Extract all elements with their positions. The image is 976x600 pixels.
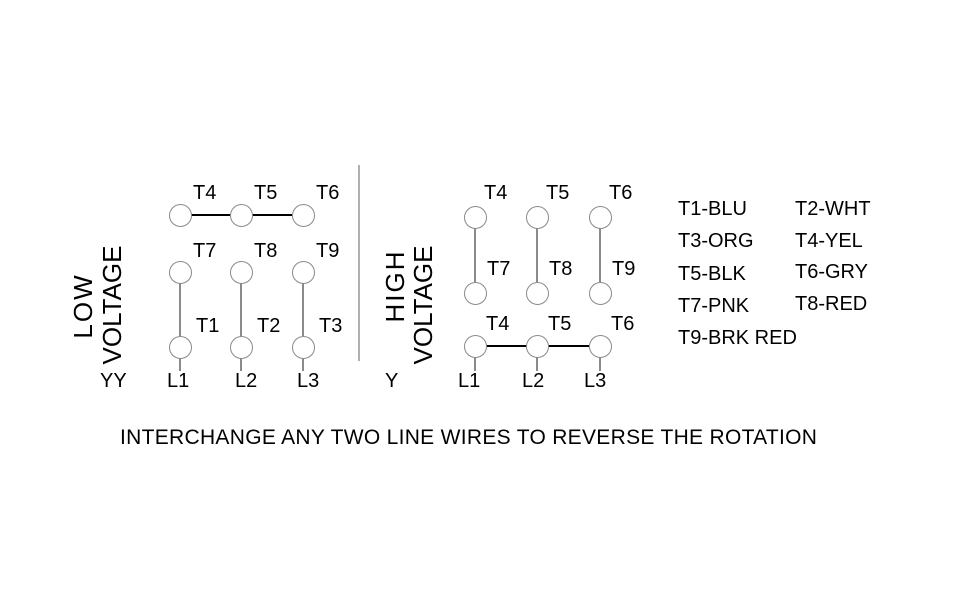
- high-t8-terminal-circle: [525, 281, 549, 305]
- legend-entry-t3: T3-ORG: [678, 230, 754, 252]
- high-t4-terminal-circle: [463, 205, 487, 229]
- legend-entry-t8: T8-RED: [795, 293, 868, 315]
- high-t9-label: T9: [612, 258, 636, 280]
- legend-entry-t2: T2-WHT: [795, 198, 871, 220]
- high-bottom-t4-terminal-circle: [463, 334, 487, 358]
- low-t7-label: T7: [193, 240, 217, 262]
- low-t1-label: T1: [196, 315, 220, 337]
- low-t6-terminal-circle: [291, 203, 315, 227]
- low-voltage-title-word2: VOLTAGE: [97, 245, 127, 365]
- low-t2-l2-lead-line: [240, 358, 242, 371]
- low-t1-terminal-circle: [168, 335, 192, 359]
- low-l3-label: L3: [297, 370, 320, 392]
- high-voltage-title-word1: HIGH: [380, 249, 410, 323]
- high-t9-terminal-circle: [588, 281, 612, 305]
- low-t2-label: T2: [257, 315, 281, 337]
- high-l1-label: L1: [458, 370, 481, 392]
- low-t1-l1-lead-line: [179, 358, 181, 371]
- high-t6-terminal-circle: [588, 205, 612, 229]
- low-t4-terminal-circle: [168, 203, 192, 227]
- low-t3-label: T3: [319, 315, 343, 337]
- legend-entry-t1: T1-BLU: [678, 198, 747, 220]
- low-t6-label: T6: [316, 182, 340, 204]
- low-t5-label: T5: [254, 182, 278, 204]
- low-t8-terminal-circle: [229, 260, 253, 284]
- low-t7-terminal-circle: [168, 260, 192, 284]
- legend-entry-t5: T5-BLK: [678, 263, 746, 285]
- high-l3-label: L3: [584, 370, 607, 392]
- low-l2-label: L2: [235, 370, 258, 392]
- low-t9-t3-connector-line: [302, 283, 304, 336]
- low-voltage-title-word1: LOW: [68, 273, 98, 339]
- high-voltage-title-word2: VOLTAGE: [408, 245, 438, 365]
- low-t9-label: T9: [316, 240, 340, 262]
- low-t5-terminal-circle: [229, 203, 253, 227]
- legend-entry-t6: T6-GRY: [795, 261, 868, 283]
- low-t8-t2-connector-line: [240, 283, 242, 336]
- high-t5-t8-connector-line: [536, 228, 538, 282]
- low-t9-terminal-circle: [291, 260, 315, 284]
- rotation-reversal-caption: INTERCHANGE ANY TWO LINE WIRES TO REVERS…: [120, 426, 818, 449]
- high-t8-label: T8: [549, 258, 573, 280]
- section-divider-line: [358, 165, 360, 361]
- low-t4-label: T4: [193, 182, 217, 204]
- legend-entry-t9: T9-BRK RED: [678, 327, 797, 349]
- high-t4-t7-connector-line: [474, 228, 476, 282]
- high-l2-label: L2: [522, 370, 545, 392]
- high-bottom-t5-terminal-circle: [525, 334, 549, 358]
- high-l2-lead-line: [536, 357, 538, 371]
- high-connection-type-label: Y: [385, 370, 399, 392]
- low-t3-terminal-circle: [291, 335, 315, 359]
- low-t3-l3-lead-line: [302, 358, 304, 371]
- high-bottom-t6-terminal-circle: [588, 334, 612, 358]
- high-bottom-t6-label: T6: [611, 313, 635, 335]
- high-t7-label: T7: [487, 258, 511, 280]
- high-l1-lead-line: [474, 357, 476, 371]
- high-bottom-t5-label: T5: [548, 313, 572, 335]
- low-t8-label: T8: [254, 240, 278, 262]
- low-t2-terminal-circle: [229, 335, 253, 359]
- high-t5-terminal-circle: [525, 205, 549, 229]
- high-l3-lead-line: [599, 357, 601, 371]
- high-t5-label: T5: [546, 182, 570, 204]
- high-t6-label: T6: [609, 182, 633, 204]
- legend-entry-t7: T7-PNK: [678, 295, 750, 317]
- low-l1-label: L1: [167, 370, 190, 392]
- high-bottom-t4-label: T4: [486, 313, 510, 335]
- high-t4-label: T4: [484, 182, 508, 204]
- low-connection-type-label: YY: [100, 370, 127, 392]
- high-t7-terminal-circle: [463, 281, 487, 305]
- high-t6-t9-connector-line: [599, 228, 601, 282]
- low-t7-t1-connector-line: [179, 283, 181, 336]
- legend-entry-t4: T4-YEL: [795, 230, 863, 252]
